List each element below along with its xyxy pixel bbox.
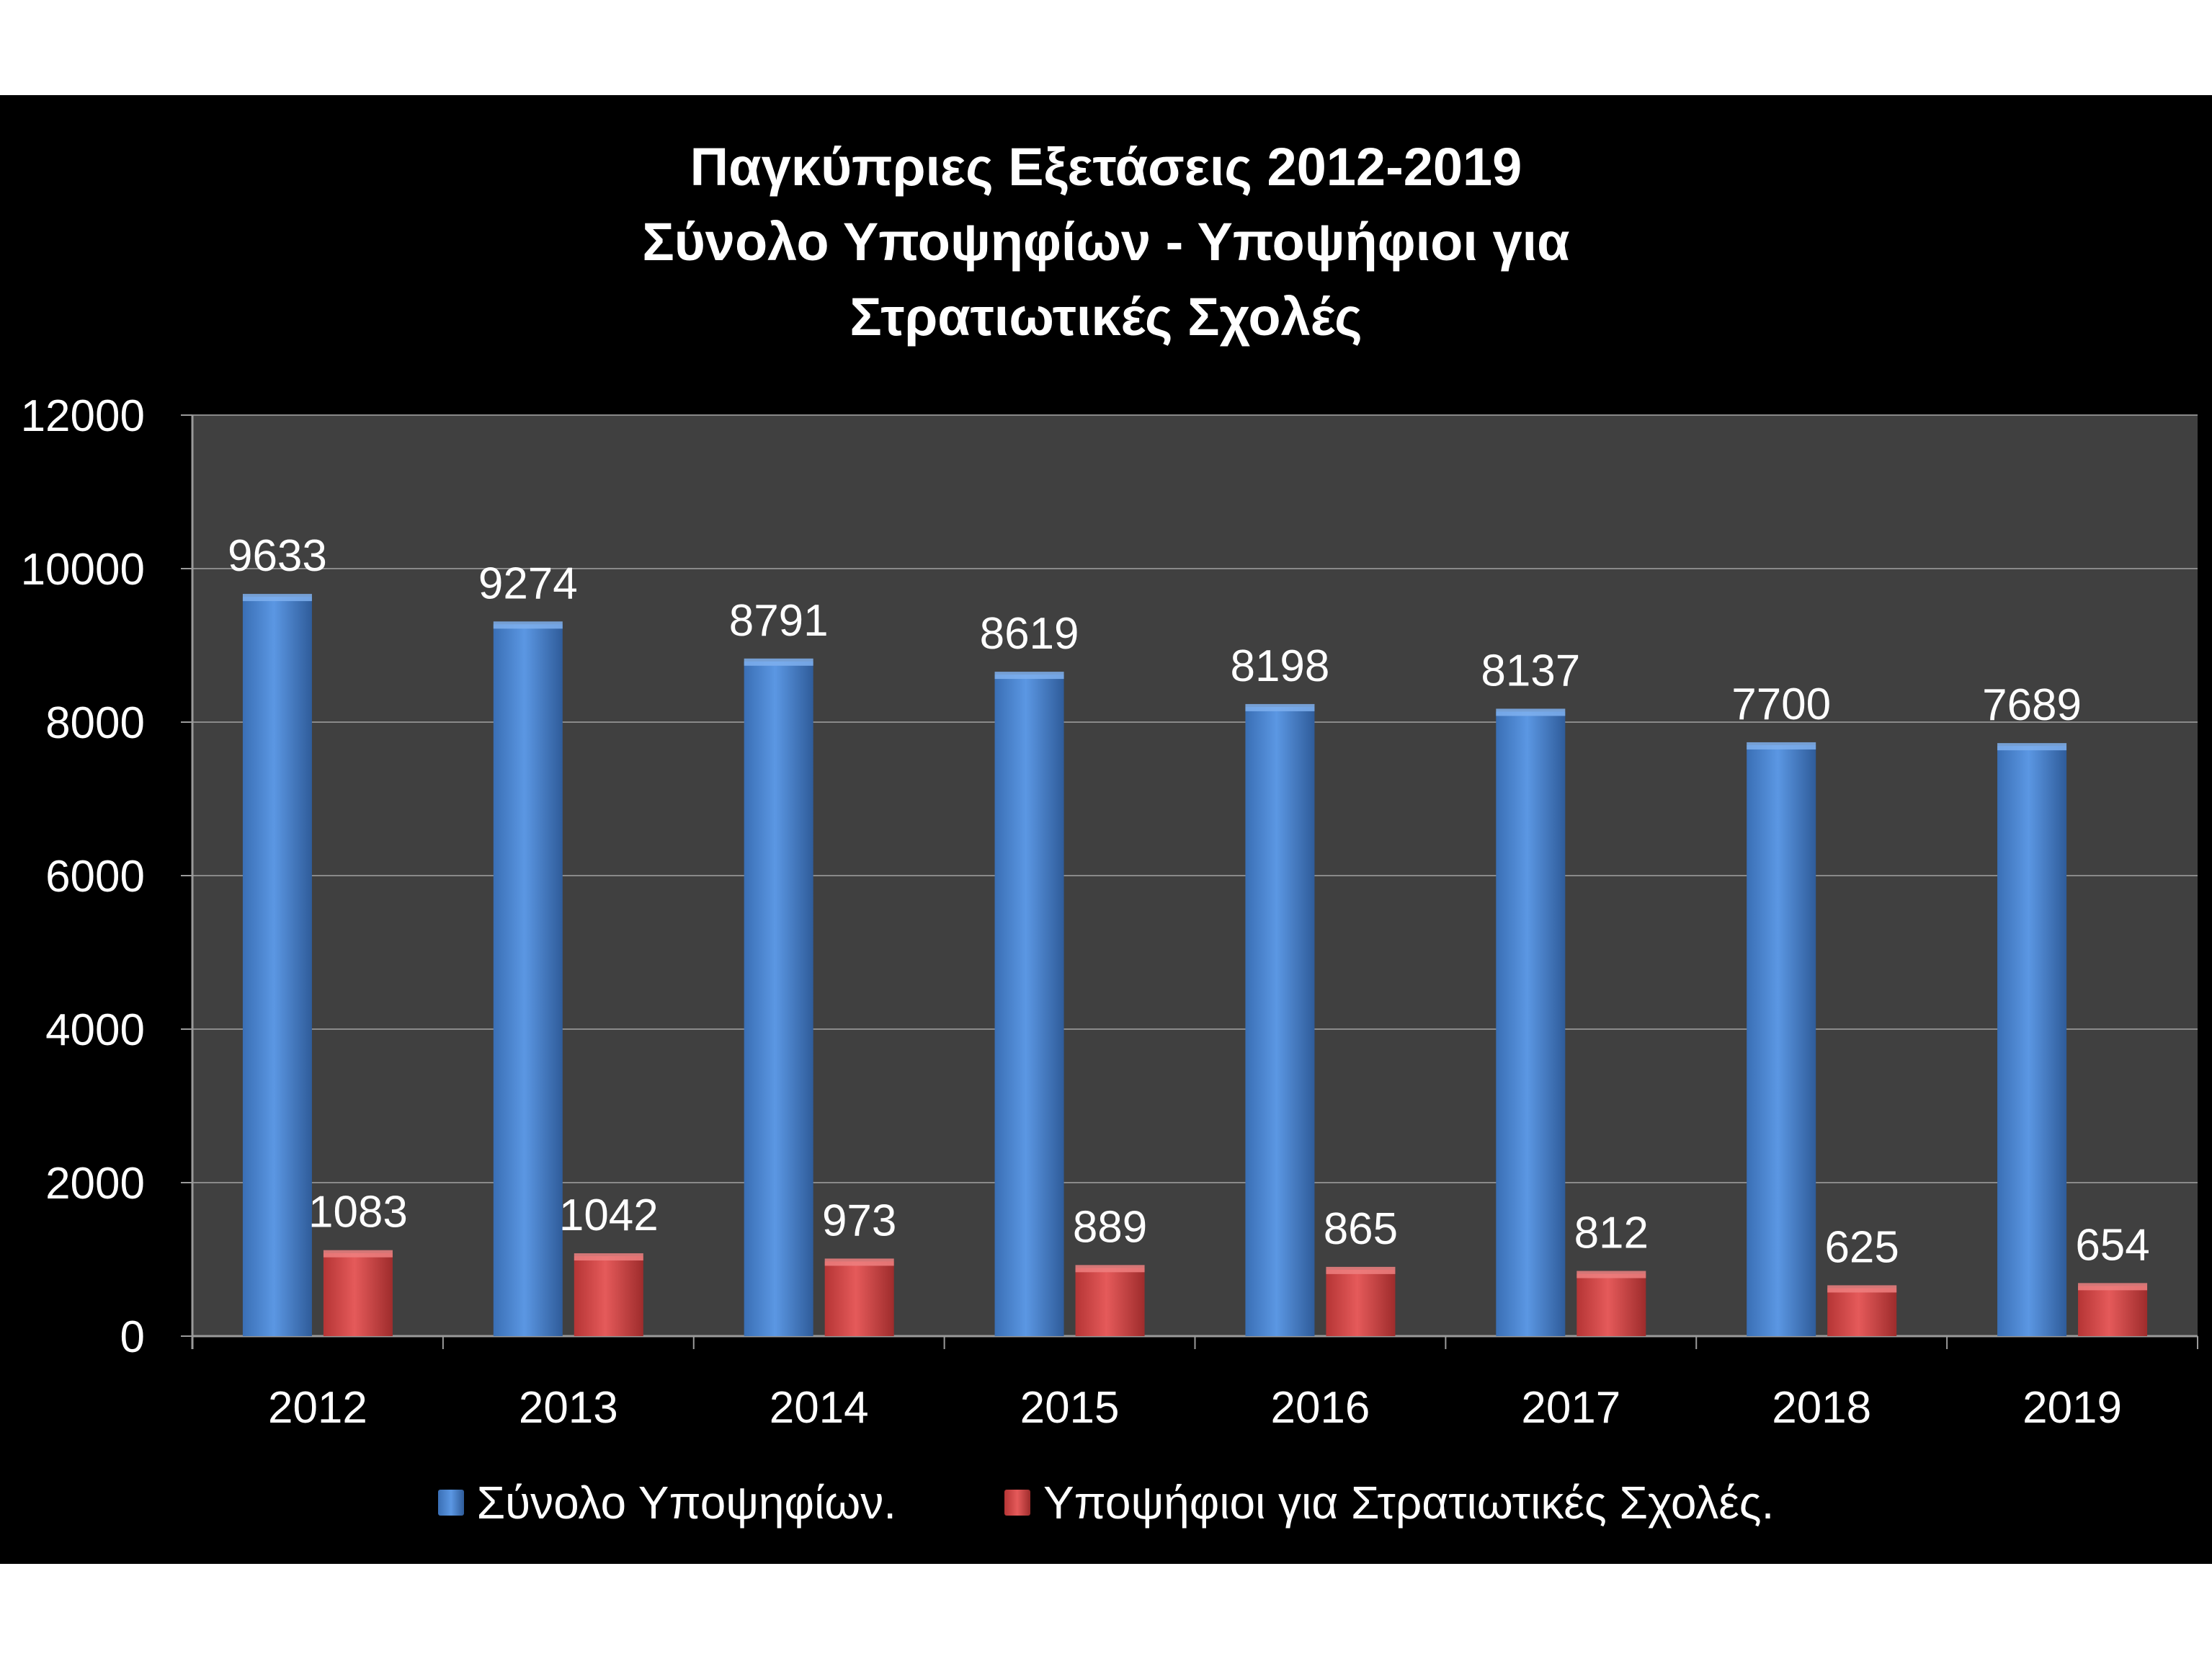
data-label-total-2018: 7700 xyxy=(1731,680,1831,729)
bar-military-2016 xyxy=(1326,1269,1396,1336)
y-tick-label-12000: 12000 xyxy=(21,391,145,441)
x-tick-label-2014: 2014 xyxy=(770,1383,869,1433)
legend-item-total-candidates: Σύνολο Υποψηφίων. xyxy=(437,1476,896,1529)
legend: Σύνολο Υποψηφίων. Υποψήφιοι για Στρατιωτ… xyxy=(0,1470,2212,1535)
bar-cap-total-2017 xyxy=(1496,708,1566,716)
data-label-total-2015: 8619 xyxy=(980,609,1079,659)
bar-cap-military-2017 xyxy=(1577,1271,1646,1278)
x-tick-label-2016: 2016 xyxy=(1270,1383,1370,1433)
bar-cap-total-2019 xyxy=(1997,743,2067,751)
bar-cap-total-2016 xyxy=(1245,703,1315,711)
x-tick-label-2018: 2018 xyxy=(1772,1383,1871,1433)
legend-label-military-school-candidates: Υποψήφιοι για Στρατιωτικές Σχολές. xyxy=(1043,1477,1775,1529)
bar-cap-total-2014 xyxy=(744,658,813,666)
data-label-military-2012: 1083 xyxy=(308,1188,408,1237)
legend-swatch-red xyxy=(1004,1490,1030,1516)
data-label-military-2019: 654 xyxy=(2075,1220,2149,1270)
bar-military-2015 xyxy=(1075,1268,1145,1336)
bar-cap-military-2018 xyxy=(1827,1285,1897,1293)
bar-total-2016 xyxy=(1245,706,1315,1336)
x-tick-label-2012: 2012 xyxy=(268,1383,367,1433)
data-label-military-2018: 625 xyxy=(1824,1222,1899,1272)
bar-military-2019 xyxy=(2078,1286,2148,1336)
bar-cap-military-2013 xyxy=(574,1253,643,1261)
bar-military-2018 xyxy=(1827,1288,1897,1336)
bar-cap-military-2012 xyxy=(323,1250,393,1258)
bar-cap-total-2013 xyxy=(493,621,563,629)
data-label-total-2014: 8791 xyxy=(729,596,829,646)
bar-cap-total-2012 xyxy=(242,594,312,602)
bar-cap-military-2014 xyxy=(824,1258,894,1266)
x-tick-label-2019: 2019 xyxy=(2023,1383,2122,1433)
x-tick-label-2017: 2017 xyxy=(1521,1383,1620,1433)
y-tick-label-10000: 10000 xyxy=(21,545,145,595)
data-label-military-2017: 812 xyxy=(1574,1209,1649,1258)
data-label-total-2017: 8137 xyxy=(1481,646,1580,695)
data-label-military-2013: 1042 xyxy=(559,1191,659,1240)
x-tick-label-2015: 2015 xyxy=(1020,1383,1120,1433)
legend-item-military-school-candidates: Υποψήφιοι για Στρατιωτικές Σχολές. xyxy=(1004,1476,1774,1529)
bar-military-2012 xyxy=(323,1253,393,1336)
data-label-military-2016: 865 xyxy=(1324,1204,1398,1254)
data-label-military-2014: 973 xyxy=(822,1196,896,1245)
chart-title-line-2: Σύνολο Υποψηφίων - Υποψήφιοι για xyxy=(642,212,1570,272)
bar-cap-total-2015 xyxy=(994,672,1064,680)
bar-military-2013 xyxy=(574,1256,643,1336)
chart-title-line-3: Στρατιωτικές Σχολές xyxy=(849,287,1363,347)
bar-military-2017 xyxy=(1577,1273,1646,1336)
bar-total-2018 xyxy=(1747,744,1816,1336)
y-tick-label-0: 0 xyxy=(120,1312,145,1362)
bar-cap-military-2015 xyxy=(1075,1265,1145,1273)
data-label-military-2015: 889 xyxy=(1073,1202,1147,1252)
chart-title: Παγκύπριες Εξετάσεις 2012-2019 Σύνολο Υπ… xyxy=(0,130,2212,355)
bar-total-2015 xyxy=(994,675,1064,1336)
bar-total-2012 xyxy=(242,597,312,1337)
y-tick-label-8000: 8000 xyxy=(45,698,145,748)
y-tick-label-4000: 4000 xyxy=(45,1005,145,1055)
chart-title-line-1: Παγκύπριες Εξετάσεις 2012-2019 xyxy=(690,137,1522,197)
bar-total-2014 xyxy=(744,661,813,1336)
bar-total-2019 xyxy=(1997,746,2067,1336)
bar-cap-total-2018 xyxy=(1747,742,1816,750)
x-tick-label-2013: 2013 xyxy=(519,1383,618,1433)
y-tick-label-2000: 2000 xyxy=(45,1159,145,1209)
bar-cap-military-2019 xyxy=(2078,1283,2148,1291)
legend-label-total-candidates: Σύνολο Υποψηφίων. xyxy=(476,1477,896,1529)
bar-cap-military-2016 xyxy=(1326,1266,1396,1274)
bar-total-2013 xyxy=(493,624,563,1336)
data-label-total-2012: 9633 xyxy=(228,531,327,581)
legend-swatch-blue xyxy=(437,1490,464,1516)
y-tick-label-6000: 6000 xyxy=(45,852,145,902)
data-label-total-2019: 7689 xyxy=(1982,680,2082,730)
bar-total-2017 xyxy=(1496,711,1566,1336)
data-label-total-2016: 8198 xyxy=(1230,641,1329,691)
bar-military-2014 xyxy=(824,1261,894,1336)
data-label-total-2013: 9274 xyxy=(478,559,578,608)
